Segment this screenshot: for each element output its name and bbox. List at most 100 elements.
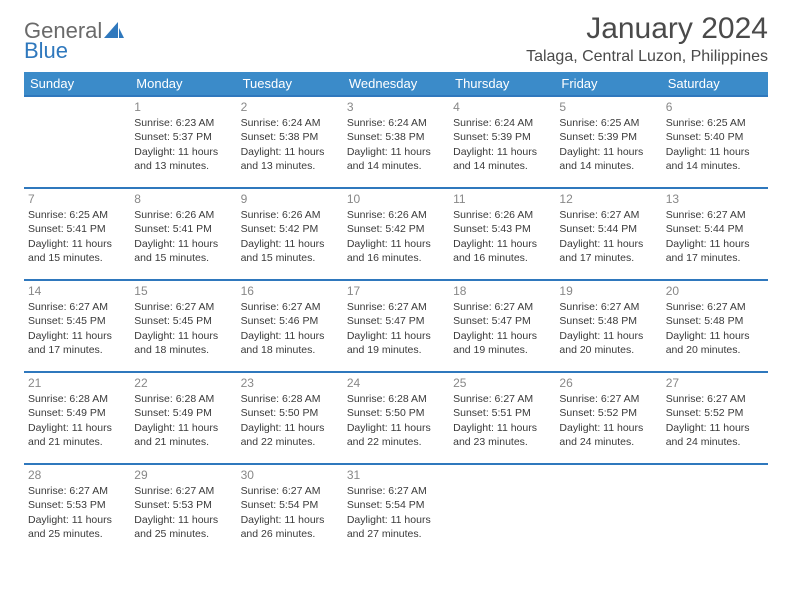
day-cell: 16Sunrise: 6:27 AMSunset: 5:46 PMDayligh… [237,280,343,372]
day-number: 8 [134,191,232,207]
logo-sail-icon [104,22,124,40]
day-number: 21 [28,375,126,391]
daylight-text: Daylight: 11 hours and 18 minutes. [241,329,339,357]
daylight-text: Daylight: 11 hours and 14 minutes. [559,145,657,173]
day-cell: 18Sunrise: 6:27 AMSunset: 5:47 PMDayligh… [449,280,555,372]
sunrise-text: Sunrise: 6:25 AM [559,116,657,130]
sunrise-text: Sunrise: 6:27 AM [666,392,764,406]
sunrise-text: Sunrise: 6:27 AM [134,484,232,498]
header: General January 2024 Talaga, Central Luz… [24,12,768,66]
day-number: 23 [241,375,339,391]
day-number: 15 [134,283,232,299]
sunrise-text: Sunrise: 6:27 AM [666,300,764,314]
day-cell: 27Sunrise: 6:27 AMSunset: 5:52 PMDayligh… [662,372,768,464]
sunrise-text: Sunrise: 6:26 AM [347,208,445,222]
daylight-text: Daylight: 11 hours and 13 minutes. [134,145,232,173]
sunset-text: Sunset: 5:52 PM [559,406,657,420]
daylight-text: Daylight: 11 hours and 14 minutes. [453,145,551,173]
sunrise-text: Sunrise: 6:23 AM [134,116,232,130]
day-number: 22 [134,375,232,391]
daylight-text: Daylight: 11 hours and 25 minutes. [134,513,232,541]
day-header: Monday [130,72,236,96]
sunset-text: Sunset: 5:50 PM [347,406,445,420]
daylight-text: Daylight: 11 hours and 20 minutes. [666,329,764,357]
day-cell: 12Sunrise: 6:27 AMSunset: 5:44 PMDayligh… [555,188,661,280]
sunset-text: Sunset: 5:51 PM [453,406,551,420]
sunset-text: Sunset: 5:39 PM [453,130,551,144]
daylight-text: Daylight: 11 hours and 17 minutes. [28,329,126,357]
daylight-text: Daylight: 11 hours and 22 minutes. [241,421,339,449]
day-number: 19 [559,283,657,299]
sunset-text: Sunset: 5:53 PM [28,498,126,512]
daylight-text: Daylight: 11 hours and 15 minutes. [134,237,232,265]
sunrise-text: Sunrise: 6:28 AM [241,392,339,406]
day-cell [449,464,555,556]
sunrise-text: Sunrise: 6:24 AM [347,116,445,130]
sunset-text: Sunset: 5:43 PM [453,222,551,236]
day-number: 9 [241,191,339,207]
week-row: 28Sunrise: 6:27 AMSunset: 5:53 PMDayligh… [24,464,768,556]
daylight-text: Daylight: 11 hours and 23 minutes. [453,421,551,449]
sunrise-text: Sunrise: 6:25 AM [28,208,126,222]
sunset-text: Sunset: 5:38 PM [347,130,445,144]
sunrise-text: Sunrise: 6:26 AM [134,208,232,222]
daylight-text: Daylight: 11 hours and 15 minutes. [241,237,339,265]
sunrise-text: Sunrise: 6:28 AM [28,392,126,406]
sunset-text: Sunset: 5:48 PM [559,314,657,328]
day-cell: 11Sunrise: 6:26 AMSunset: 5:43 PMDayligh… [449,188,555,280]
day-cell: 17Sunrise: 6:27 AMSunset: 5:47 PMDayligh… [343,280,449,372]
sunrise-text: Sunrise: 6:27 AM [559,392,657,406]
sunset-text: Sunset: 5:53 PM [134,498,232,512]
daylight-text: Daylight: 11 hours and 16 minutes. [453,237,551,265]
daylight-text: Daylight: 11 hours and 21 minutes. [28,421,126,449]
sunrise-text: Sunrise: 6:27 AM [666,208,764,222]
sunrise-text: Sunrise: 6:27 AM [453,300,551,314]
sunrise-text: Sunrise: 6:27 AM [28,484,126,498]
daylight-text: Daylight: 11 hours and 19 minutes. [347,329,445,357]
day-number: 3 [347,99,445,115]
sunset-text: Sunset: 5:49 PM [28,406,126,420]
day-cell: 6Sunrise: 6:25 AMSunset: 5:40 PMDaylight… [662,96,768,188]
day-cell: 22Sunrise: 6:28 AMSunset: 5:49 PMDayligh… [130,372,236,464]
sunrise-text: Sunrise: 6:28 AM [134,392,232,406]
daylight-text: Daylight: 11 hours and 25 minutes. [28,513,126,541]
daylight-text: Daylight: 11 hours and 17 minutes. [559,237,657,265]
sunset-text: Sunset: 5:49 PM [134,406,232,420]
sunrise-text: Sunrise: 6:28 AM [347,392,445,406]
day-cell: 30Sunrise: 6:27 AMSunset: 5:54 PMDayligh… [237,464,343,556]
sunset-text: Sunset: 5:47 PM [453,314,551,328]
day-cell: 26Sunrise: 6:27 AMSunset: 5:52 PMDayligh… [555,372,661,464]
sunset-text: Sunset: 5:47 PM [347,314,445,328]
week-row: 21Sunrise: 6:28 AMSunset: 5:49 PMDayligh… [24,372,768,464]
daylight-text: Daylight: 11 hours and 22 minutes. [347,421,445,449]
daylight-text: Daylight: 11 hours and 16 minutes. [347,237,445,265]
daylight-text: Daylight: 11 hours and 24 minutes. [666,421,764,449]
day-number: 18 [453,283,551,299]
sunrise-text: Sunrise: 6:26 AM [453,208,551,222]
sunset-text: Sunset: 5:39 PM [559,130,657,144]
sunset-text: Sunset: 5:45 PM [134,314,232,328]
sunset-text: Sunset: 5:44 PM [559,222,657,236]
day-number: 30 [241,467,339,483]
day-cell: 20Sunrise: 6:27 AMSunset: 5:48 PMDayligh… [662,280,768,372]
day-number: 4 [453,99,551,115]
daylight-text: Daylight: 11 hours and 13 minutes. [241,145,339,173]
sunrise-text: Sunrise: 6:27 AM [241,300,339,314]
sunrise-text: Sunrise: 6:27 AM [28,300,126,314]
sunrise-text: Sunrise: 6:27 AM [347,300,445,314]
sunrise-text: Sunrise: 6:27 AM [559,300,657,314]
logo-word2: Blue [24,38,68,64]
day-number: 26 [559,375,657,391]
day-cell [662,464,768,556]
sunset-text: Sunset: 5:40 PM [666,130,764,144]
week-row: 14Sunrise: 6:27 AMSunset: 5:45 PMDayligh… [24,280,768,372]
daylight-text: Daylight: 11 hours and 14 minutes. [347,145,445,173]
sunset-text: Sunset: 5:46 PM [241,314,339,328]
daylight-text: Daylight: 11 hours and 15 minutes. [28,237,126,265]
sunset-text: Sunset: 5:37 PM [134,130,232,144]
day-cell: 25Sunrise: 6:27 AMSunset: 5:51 PMDayligh… [449,372,555,464]
day-cell: 8Sunrise: 6:26 AMSunset: 5:41 PMDaylight… [130,188,236,280]
day-header: Tuesday [237,72,343,96]
day-cell [555,464,661,556]
day-number: 28 [28,467,126,483]
